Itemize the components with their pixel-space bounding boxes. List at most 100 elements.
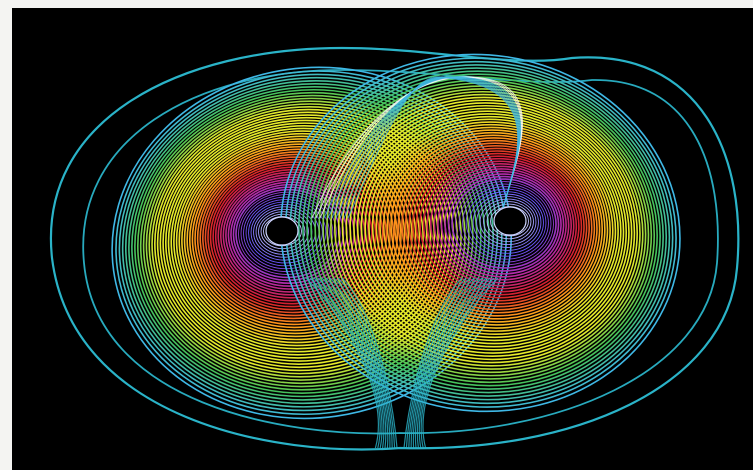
spiral-ring [284, 57, 677, 408]
spiral-ring [189, 143, 406, 332]
spiral-ring [245, 199, 327, 267]
spiral-ring [240, 194, 334, 273]
spiral-ring [202, 156, 388, 317]
spiral-ring [390, 134, 601, 320]
crossing-strand [347, 76, 519, 219]
spiral-ring [408, 147, 588, 305]
down-strand [408, 277, 471, 449]
spiral-ring [360, 113, 622, 345]
spiral-ring [125, 79, 494, 405]
spiral-ring [298, 67, 668, 397]
spiral-ring [368, 118, 617, 339]
attractor-svg [49, 46, 740, 451]
spiral-ring [279, 53, 681, 413]
down-strand [420, 277, 495, 449]
down-strand [418, 277, 491, 449]
spiral-ring [306, 73, 661, 390]
down-strand [329, 277, 391, 449]
spiral-ring [375, 123, 611, 332]
outer-loop [82, 69, 719, 435]
spiral-ring [412, 150, 585, 302]
spiral-ring [433, 165, 570, 284]
down-strand [337, 277, 396, 449]
spiral-ring [379, 126, 609, 329]
down-strand [305, 277, 380, 449]
spiral-ring [260, 213, 306, 250]
spiral-ring [196, 151, 395, 323]
spiral-ring [137, 91, 478, 391]
down-strand [422, 277, 499, 449]
spiral-ring [483, 201, 534, 243]
spiral-ring [243, 196, 330, 270]
spiral-ring [310, 76, 658, 387]
spiral-ring [139, 94, 474, 388]
spiral-ring [207, 161, 380, 311]
spiral-ring [314, 79, 656, 384]
spiral-ring [212, 166, 373, 305]
spiral-ring [479, 198, 537, 246]
spiral-ring [353, 107, 628, 351]
spiral-ring [258, 211, 309, 252]
down-strand [313, 277, 383, 449]
spiral-ring [151, 106, 458, 375]
spiral-ring [486, 203, 532, 240]
crossing-trajectory [305, 76, 523, 449]
spiral-ring [415, 152, 583, 299]
down-strand [416, 277, 487, 449]
attractor-canvas [12, 8, 753, 470]
spiral-ring [429, 163, 572, 287]
spiral-ring [422, 157, 578, 293]
spiral-ring [476, 196, 539, 248]
spiral-ring [142, 97, 470, 385]
spiral-ring [404, 145, 590, 308]
spiral-ring [458, 183, 552, 263]
spiral-ring [465, 188, 547, 257]
spiral-ring [440, 170, 565, 278]
lobe-centers [265, 206, 527, 246]
spiral-ring [248, 201, 323, 264]
spiral-ring [447, 175, 560, 272]
down-strand [325, 277, 389, 449]
down-strand [321, 277, 387, 449]
right-center [493, 206, 527, 236]
spiral-ring [173, 127, 428, 350]
spiral-ring [444, 173, 562, 275]
spiral-ring [419, 155, 580, 296]
down-strand [410, 277, 475, 449]
spiral-ring [371, 121, 614, 336]
down-strand [414, 277, 483, 449]
outer-loop [49, 46, 740, 451]
spiral-ring [148, 103, 462, 378]
down-strand [309, 277, 381, 449]
outer-trajectory [49, 46, 740, 451]
spiral-ring [356, 110, 625, 348]
down-strand [412, 277, 479, 449]
spiral-ring [349, 104, 630, 354]
spiral-ring [393, 137, 598, 317]
spiral-ring [204, 158, 384, 314]
spiral-ring [341, 99, 636, 361]
spiral-ring [175, 130, 424, 347]
spiral-ring [426, 160, 575, 290]
spiral-ring [145, 100, 466, 381]
spiral-ring [401, 142, 593, 311]
spiral-ring [209, 163, 377, 308]
spiral-ring [462, 186, 549, 260]
spiral-ring [178, 132, 421, 344]
spiral-ring [382, 129, 606, 326]
spiral-ring [455, 181, 554, 266]
spiral-ring [128, 83, 490, 401]
spiral-ring [302, 70, 664, 394]
spiral-ring [293, 64, 671, 401]
spiral-ring [191, 145, 402, 329]
spiral-ring [397, 139, 596, 314]
down-strand [317, 277, 385, 449]
spiral-ring [386, 131, 604, 323]
spiral-ring [345, 102, 633, 357]
spiral-ring [330, 90, 644, 370]
spiral-ring [469, 191, 544, 254]
down-strand [405, 277, 467, 449]
spiral-ring [364, 115, 619, 342]
spiral-ring [181, 135, 417, 341]
